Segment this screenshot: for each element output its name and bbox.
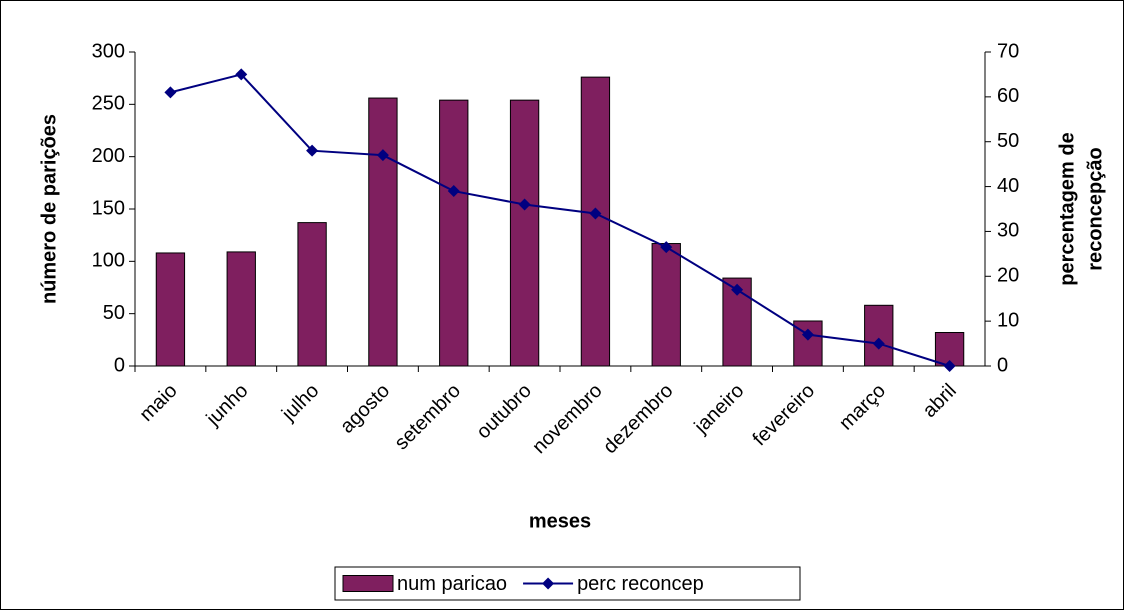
line-marker <box>660 241 673 254</box>
y2-tick-label: 60 <box>997 85 1019 107</box>
y2-axis-title: reconcepção <box>1084 147 1106 270</box>
bar <box>439 99 469 367</box>
y-tick-label: 250 <box>92 93 125 115</box>
y-axis-title: número de parições <box>38 114 60 304</box>
bar <box>226 251 256 367</box>
legend-label: perc reconcep <box>577 573 704 595</box>
x-axis-title: meses <box>529 510 591 532</box>
y-tick-label: 100 <box>92 250 125 272</box>
y-tick-label: 300 <box>92 40 125 62</box>
bar <box>297 222 327 367</box>
bar <box>509 99 540 367</box>
y-tick-label: 150 <box>92 197 125 219</box>
y2-tick-label: 40 <box>997 175 1019 197</box>
y2-tick-label: 30 <box>997 220 1019 242</box>
y2-tick-label: 50 <box>997 130 1019 152</box>
y2-tick-label: 0 <box>997 354 1008 376</box>
legend-swatch <box>342 575 394 592</box>
line <box>170 73 950 367</box>
y2-tick-label: 70 <box>997 40 1019 62</box>
y-tick-label: 50 <box>103 302 125 324</box>
bar <box>864 304 894 367</box>
line-marker <box>872 337 885 350</box>
line-marker <box>447 185 460 198</box>
bar <box>651 243 681 367</box>
line-marker <box>518 198 531 211</box>
line-marker <box>731 283 744 296</box>
line-marker <box>164 86 177 99</box>
line-marker <box>801 328 814 341</box>
y2-axis-title: percentagem de <box>1056 132 1078 285</box>
line-marker <box>589 207 602 220</box>
y-tick-label: 0 <box>114 354 125 376</box>
y-tick-label: 200 <box>92 145 125 167</box>
y2-tick-label: 10 <box>997 309 1019 331</box>
bar <box>580 76 611 367</box>
legend-swatch <box>542 577 555 590</box>
bar <box>368 97 398 367</box>
line-marker <box>376 149 389 162</box>
bar <box>155 252 186 367</box>
y2-tick-label: 20 <box>997 265 1019 287</box>
legend-label: num paricao <box>397 573 507 595</box>
line-marker <box>306 144 319 157</box>
line-marker <box>943 360 956 372</box>
line-marker <box>235 68 248 81</box>
